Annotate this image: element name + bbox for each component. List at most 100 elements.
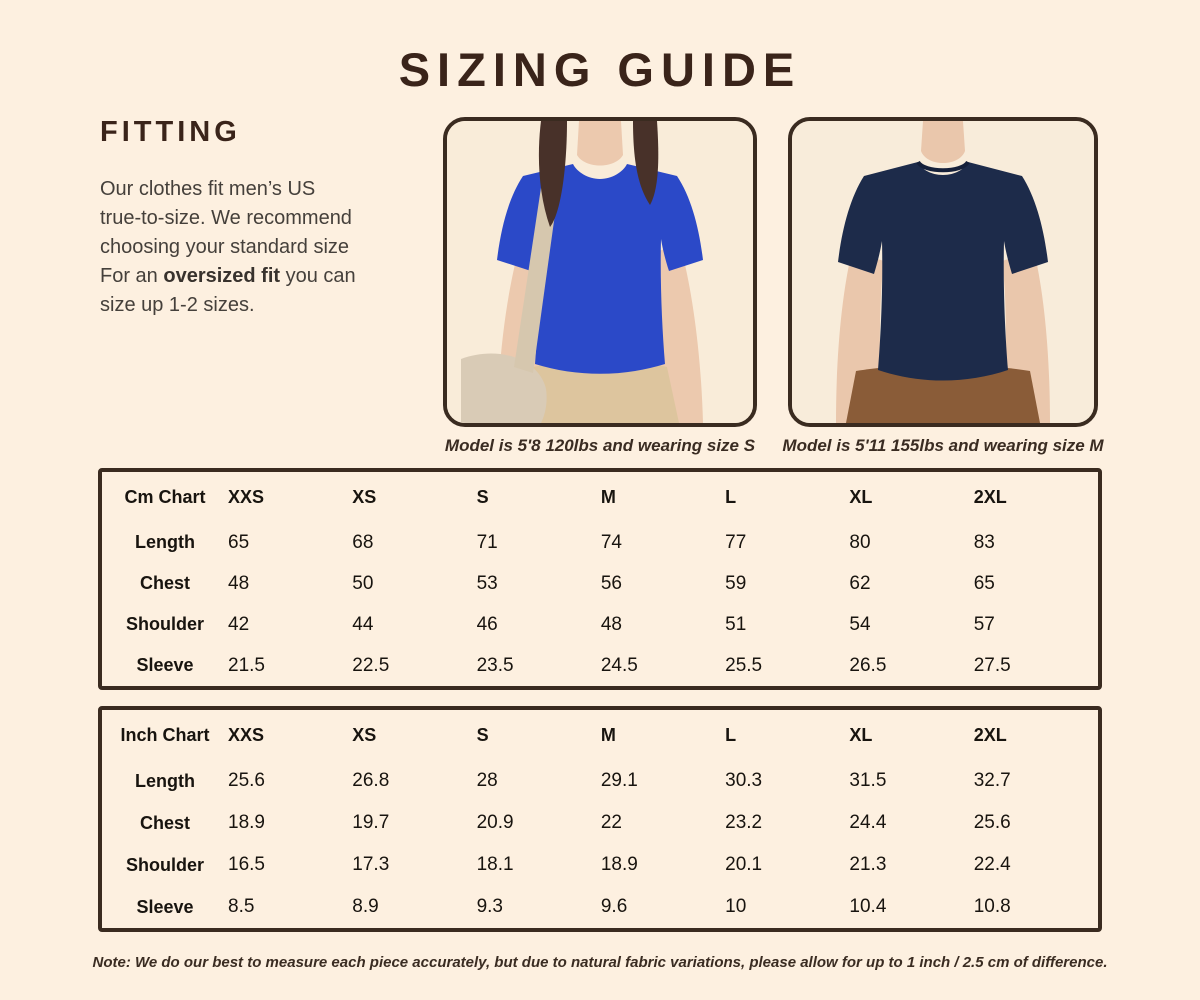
female-hair (633, 121, 659, 205)
model-photo-male (788, 117, 1098, 427)
size-cell: 10.4 (849, 896, 887, 917)
size-column-header: XS (352, 724, 377, 745)
size-cell: 8.5 (228, 896, 255, 917)
size-column-header: L (725, 486, 737, 507)
size-column-header: XL (849, 486, 873, 507)
size-cell: 74 (600, 531, 622, 553)
size-cell: 24.5 (600, 654, 638, 676)
measurement-row-label: Shoulder (125, 854, 204, 875)
size-table-cm: Cm Chart XXS XS S M L XL 2XL Length 65 6… (102, 472, 1098, 686)
size-cell: 22 (600, 812, 622, 833)
male-pants (846, 365, 1040, 423)
size-column-header: XXS (228, 486, 265, 507)
size-cell: 10.8 (973, 896, 1011, 917)
size-cell: 59 (725, 572, 747, 594)
size-cell: 54 (849, 613, 871, 635)
measurement-row-label: Chest (139, 573, 190, 593)
fitting-text-segment: you can (280, 265, 356, 287)
table-row: Length 65 68 71 74 77 80 83 (102, 522, 1098, 563)
fitting-text-line: For an oversized fit you can (100, 262, 445, 291)
measurement-row-label: Sleeve (136, 655, 194, 675)
size-cell: 77 (725, 531, 747, 553)
model-photo-female (443, 117, 757, 427)
size-column-header: XL (849, 724, 873, 745)
size-cell: 25.6 (228, 770, 265, 791)
size-cell: 32.7 (973, 770, 1011, 791)
size-cell: 57 (973, 613, 995, 635)
size-cell: 44 (352, 613, 374, 635)
size-cell: 25.5 (725, 654, 763, 676)
size-cell: 21.3 (849, 854, 887, 875)
model-caption: Model is 5'11 155lbs and wearing size M (782, 436, 1104, 455)
female-hair (538, 121, 567, 227)
inch-chart-table: Inch Chart XXS XS S M L XL 2XL Length 25… (98, 706, 1102, 932)
size-cell: 9.6 (600, 896, 628, 917)
size-cell: 48 (228, 572, 250, 594)
male-tshirt (838, 162, 1048, 381)
measurement-row-label: Length (135, 532, 195, 552)
fitting-heading: FITTING (100, 116, 241, 148)
size-cell: 65 (228, 531, 250, 553)
size-cell: 17.3 (352, 854, 390, 875)
measurement-row-label: Shoulder (125, 614, 204, 634)
table-row: Sleeve 8.5 8.9 9.3 9.6 10 10.4 10.8 (102, 886, 1098, 928)
size-cell: 22.4 (973, 854, 1011, 875)
size-column-header: 2XL (973, 724, 1007, 745)
size-cell: 16.5 (228, 854, 265, 875)
size-column-header: XS (352, 486, 377, 507)
table-row: Chest 48 50 53 56 59 62 65 (102, 563, 1098, 604)
size-cell: 80 (849, 531, 871, 553)
table-row: Sleeve 21.5 22.5 23.5 24.5 25.5 26.5 27.… (102, 645, 1098, 686)
size-cell: 42 (228, 613, 250, 635)
size-cell: 10 (725, 896, 747, 917)
table-row: Chest 18.9 19.7 20.9 22 23.2 24.4 25.6 (102, 802, 1098, 844)
table-row: Shoulder 42 44 46 48 51 54 57 (102, 604, 1098, 645)
size-column-header: S (476, 724, 489, 745)
size-cell: 30.3 (725, 770, 763, 791)
size-column-header: M (600, 486, 616, 507)
measurement-row-label: Chest (139, 812, 190, 833)
size-column-header: 2XL (973, 486, 1007, 507)
oversized-fit-emphasis: oversized fit (163, 265, 281, 287)
fitting-text-line: Our clothes fit men’s US (100, 178, 316, 200)
table-title: Inch Chart (120, 724, 210, 745)
size-cell: 51 (725, 613, 747, 635)
fitting-text-segment: For an (100, 265, 164, 287)
measurement-row-label: Length (135, 770, 195, 791)
size-cell: 50 (352, 572, 374, 594)
shoulder-bag (461, 353, 547, 423)
size-cell: 20.9 (476, 812, 514, 833)
measurement-note: Note: We do our best to measure each pie… (92, 954, 1108, 971)
fitting-text-line: true-to-size. We recommend (100, 207, 352, 229)
cm-chart-table: Cm Chart XXS XS S M L XL 2XL Length 65 6… (98, 468, 1102, 690)
size-cell: 27.5 (973, 654, 1011, 676)
fitting-paragraph: Our clothes fit men’s US true-to-size. W… (100, 175, 445, 320)
size-cell: 23.2 (725, 812, 763, 833)
measurement-row-label: Sleeve (136, 896, 194, 917)
table-header-row: Inch Chart XXS XS S M L XL 2XL (102, 710, 1098, 760)
size-cell: 48 (600, 613, 622, 635)
size-cell: 22.5 (352, 654, 390, 676)
size-cell: 19.7 (352, 812, 390, 833)
size-cell: 9.3 (476, 896, 503, 917)
size-cell: 83 (973, 531, 995, 553)
size-cell: 71 (476, 531, 498, 553)
size-cell: 68 (352, 531, 374, 553)
size-cell: 65 (973, 572, 995, 594)
size-table-inch: Inch Chart XXS XS S M L XL 2XL Length 25… (102, 710, 1098, 928)
size-cell: 8.9 (352, 896, 379, 917)
size-cell: 18.9 (600, 854, 638, 875)
size-column-header: S (476, 486, 489, 507)
size-cell: 18.9 (228, 812, 265, 833)
table-header-row: Cm Chart XXS XS S M L XL 2XL (102, 472, 1098, 522)
size-cell: 56 (600, 572, 622, 594)
size-cell: 26.5 (849, 654, 887, 676)
size-cell: 23.5 (476, 654, 514, 676)
table-title: Cm Chart (124, 486, 206, 507)
fitting-section: FITTING Our clothes fit men’s US true-to… (100, 116, 445, 320)
page-title: SIZING GUIDE (398, 43, 802, 96)
size-cell: 28 (476, 770, 498, 791)
fitting-text-line: size up 1-2 sizes. (100, 294, 255, 316)
female-model-illustration (447, 121, 753, 423)
